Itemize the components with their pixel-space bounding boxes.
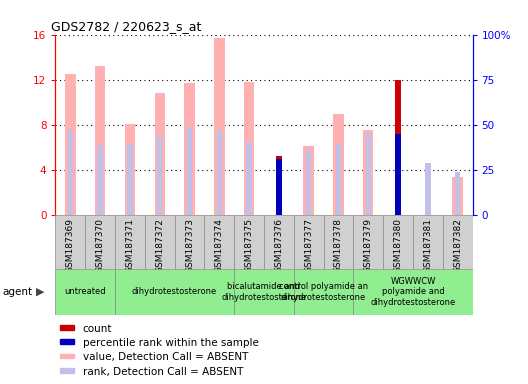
Text: GSM187379: GSM187379 [364,218,373,273]
Bar [276,159,281,215]
Bar [157,136,163,215]
Bar [60,368,74,373]
Text: GSM187378: GSM187378 [334,218,343,273]
Bar [214,38,224,215]
Text: rank, Detection Call = ABSENT: rank, Detection Call = ABSENT [82,367,243,377]
Bar [452,177,463,215]
Bar [98,145,103,215]
Bar [443,215,473,269]
Text: GSM187372: GSM187372 [155,218,164,273]
Bar [65,74,76,215]
Bar [247,142,252,215]
Text: untreated: untreated [64,287,106,296]
Text: GDS2782 / 220623_s_at: GDS2782 / 220623_s_at [51,20,202,33]
Bar [234,269,294,315]
Bar [60,339,74,344]
Text: GSM187369: GSM187369 [66,218,75,273]
Text: GSM187380: GSM187380 [393,218,402,273]
Bar [244,82,254,215]
Text: GSM187370: GSM187370 [96,218,105,273]
Bar [336,144,341,215]
Bar [264,215,294,269]
Bar [115,269,234,315]
Bar [395,80,401,215]
Bar [413,215,443,269]
Bar [55,269,115,315]
Bar [68,131,73,215]
Bar [60,354,74,358]
Bar [155,93,165,215]
Text: ▶: ▶ [36,287,44,297]
Bar [115,215,145,269]
Bar [455,172,460,215]
Bar [363,131,373,215]
Text: control polyamide an
dihydrotestosterone: control polyamide an dihydrotestosterone [279,282,368,301]
Text: GSM187381: GSM187381 [423,218,432,273]
Text: agent: agent [3,287,33,297]
Bar [127,144,133,215]
Bar [353,215,383,269]
Bar [333,114,344,215]
Bar [294,269,353,315]
Bar [234,215,264,269]
Text: bicalutamide and
dihydrotestosterone: bicalutamide and dihydrotestosterone [221,282,307,301]
Text: WGWWCW
polyamide and
dihydrotestosterone: WGWWCW polyamide and dihydrotestosterone [370,277,456,307]
Bar [175,215,204,269]
Bar [216,131,222,215]
Bar [383,215,413,269]
Bar [95,66,106,215]
Bar [145,215,175,269]
Bar [125,124,135,215]
Bar [294,215,324,269]
Text: GSM187373: GSM187373 [185,218,194,273]
Text: GSM187377: GSM187377 [304,218,313,273]
Text: percentile rank within the sample: percentile rank within the sample [82,338,258,348]
Bar [187,127,192,215]
Bar [353,269,473,315]
Text: count: count [82,323,112,334]
Bar [60,325,74,329]
Text: dihydrotestosterone: dihydrotestosterone [132,287,217,296]
Bar [85,215,115,269]
Bar [395,134,401,215]
Bar [425,163,430,215]
Bar [324,215,353,269]
Bar [306,150,312,215]
Bar [365,133,371,215]
Bar [204,215,234,269]
Bar [304,146,314,215]
Text: GSM187376: GSM187376 [275,218,284,273]
Text: GSM187375: GSM187375 [244,218,253,273]
Text: GSM187382: GSM187382 [453,218,462,273]
Text: GSM187371: GSM187371 [126,218,135,273]
Bar [184,83,195,215]
Text: value, Detection Call = ABSENT: value, Detection Call = ABSENT [82,352,248,362]
Bar [276,156,281,215]
Bar [55,215,85,269]
Text: GSM187374: GSM187374 [215,218,224,273]
